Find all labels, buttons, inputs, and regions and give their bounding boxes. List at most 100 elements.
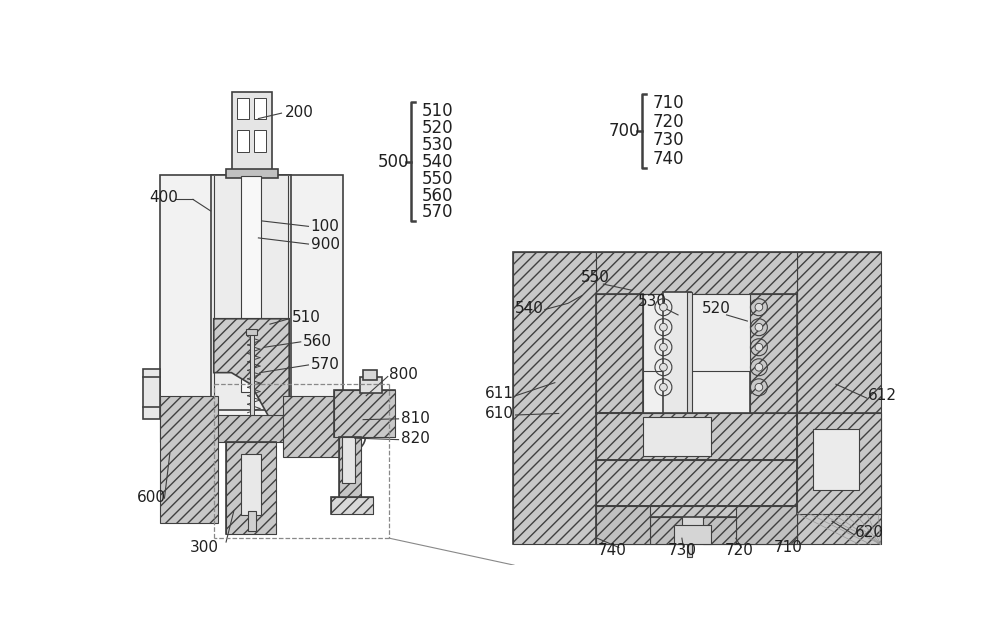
Text: 570: 570 xyxy=(422,203,453,222)
Text: 800: 800 xyxy=(389,368,418,382)
Bar xyxy=(650,518,736,544)
Bar xyxy=(339,436,361,506)
Circle shape xyxy=(755,384,763,391)
Circle shape xyxy=(660,344,667,351)
Bar xyxy=(226,442,276,534)
Text: 611: 611 xyxy=(485,386,514,401)
Bar xyxy=(643,417,711,456)
Text: 730: 730 xyxy=(653,131,684,149)
Text: 520: 520 xyxy=(422,119,453,137)
Bar xyxy=(283,396,343,457)
Text: 600: 600 xyxy=(137,490,166,505)
Bar xyxy=(663,292,691,427)
Bar xyxy=(363,370,377,380)
Text: 550: 550 xyxy=(581,271,610,286)
Circle shape xyxy=(660,323,667,331)
Bar xyxy=(650,518,682,544)
Bar xyxy=(736,506,797,544)
Bar xyxy=(246,329,257,335)
Bar xyxy=(339,436,361,506)
Bar xyxy=(596,460,797,506)
Bar xyxy=(160,396,218,523)
Bar xyxy=(331,497,373,514)
Bar xyxy=(643,294,750,371)
Text: 730: 730 xyxy=(667,543,696,558)
Text: 510: 510 xyxy=(422,102,453,120)
Text: 530: 530 xyxy=(638,293,667,309)
Bar xyxy=(750,294,797,444)
Polygon shape xyxy=(214,319,289,419)
Circle shape xyxy=(755,304,763,311)
Text: 520: 520 xyxy=(702,301,731,316)
Bar xyxy=(596,251,797,294)
Bar xyxy=(596,294,643,413)
Bar xyxy=(813,429,859,490)
Bar xyxy=(237,130,249,152)
Bar xyxy=(360,377,382,394)
Bar xyxy=(750,294,797,444)
Bar xyxy=(334,391,395,436)
Bar xyxy=(797,413,881,514)
Bar xyxy=(342,436,355,483)
Text: 710: 710 xyxy=(653,94,684,112)
Bar xyxy=(248,511,256,530)
Bar xyxy=(241,177,261,392)
Circle shape xyxy=(755,344,763,351)
Text: 710: 710 xyxy=(774,540,803,555)
Bar xyxy=(687,292,692,558)
Bar xyxy=(143,369,160,419)
Text: 612: 612 xyxy=(868,388,897,403)
Text: 100: 100 xyxy=(311,219,340,234)
Bar xyxy=(596,294,643,413)
Text: 560: 560 xyxy=(422,187,453,204)
Bar xyxy=(254,130,266,152)
Bar xyxy=(596,506,797,544)
Text: 720: 720 xyxy=(653,112,684,131)
Bar xyxy=(331,497,373,514)
Text: 570: 570 xyxy=(311,357,340,371)
Text: 530: 530 xyxy=(422,136,453,154)
Bar xyxy=(797,413,881,514)
Bar xyxy=(226,169,278,178)
Circle shape xyxy=(755,323,763,331)
Bar xyxy=(160,415,343,442)
Text: 820: 820 xyxy=(401,431,430,446)
Bar xyxy=(160,175,343,417)
Text: 510: 510 xyxy=(292,311,320,326)
Text: 720: 720 xyxy=(725,543,754,558)
Bar xyxy=(703,518,736,544)
Bar xyxy=(596,506,650,544)
Bar xyxy=(241,453,261,515)
Bar xyxy=(512,251,881,544)
Text: 540: 540 xyxy=(514,301,543,316)
Bar xyxy=(512,251,596,544)
Bar xyxy=(596,413,797,460)
Bar xyxy=(226,442,276,534)
Bar xyxy=(334,391,395,436)
Text: 740: 740 xyxy=(598,543,627,558)
Bar xyxy=(250,334,254,500)
Text: 560: 560 xyxy=(303,333,332,349)
Bar xyxy=(596,460,797,506)
Text: 740: 740 xyxy=(653,150,684,168)
Circle shape xyxy=(660,384,667,391)
Bar xyxy=(237,98,249,119)
Text: 400: 400 xyxy=(149,190,178,205)
Text: 550: 550 xyxy=(422,170,453,187)
Bar xyxy=(211,175,291,410)
Bar xyxy=(596,506,797,544)
Text: 620: 620 xyxy=(855,525,884,540)
Text: 810: 810 xyxy=(401,411,430,425)
Circle shape xyxy=(660,363,667,371)
Circle shape xyxy=(755,363,763,371)
Text: 900: 900 xyxy=(311,237,340,251)
Bar xyxy=(797,251,881,544)
Bar xyxy=(232,91,272,173)
Text: 540: 540 xyxy=(422,152,453,171)
Bar xyxy=(596,413,797,460)
Text: 610: 610 xyxy=(485,406,514,421)
Text: 700: 700 xyxy=(608,122,640,140)
Bar xyxy=(254,98,266,119)
Text: 200: 200 xyxy=(285,105,313,120)
Bar xyxy=(674,525,711,544)
